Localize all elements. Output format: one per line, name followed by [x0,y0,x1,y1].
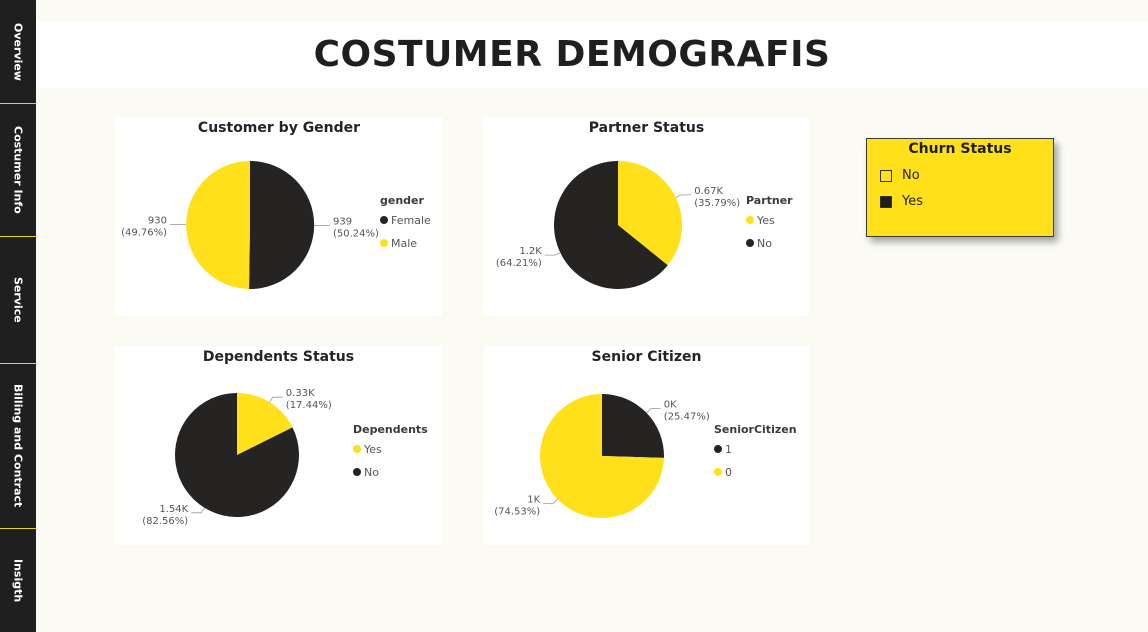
churn-status-slicer: Churn Status No Yes [866,138,1054,237]
leader-line [191,507,205,514]
legend-item-label[interactable]: No [364,466,379,479]
slicer-option-yes[interactable]: Yes [880,194,923,209]
data-label-value: 0.67K [694,186,723,197]
legend-marker-icon [746,216,754,224]
leader-line [675,194,692,198]
nav-billing-and-contract-label: Billing and Contract [11,384,25,508]
legend-item-label[interactable]: 1 [725,443,732,456]
nav-service[interactable]: Service [0,237,36,364]
nav-insigth[interactable]: Insigth [0,529,36,632]
legend-marker-icon [353,468,361,476]
data-label-percent: (25.47%) [664,412,710,423]
chart-title: Customer by Gender [197,120,361,136]
data-label-percent: (49.76%) [121,228,167,239]
legend-marker-icon [380,239,388,247]
nav-billing-and-contract[interactable]: Billing and Contract [0,364,36,529]
senior-citizen-chart-card[interactable]: Senior Citizen 0K (25.47%) 1K (74.53%) Senio… [484,346,809,545]
pie-slice-yes[interactable] [618,161,682,266]
nav-overview[interactable]: Overview [0,0,36,104]
data-label-value: 1.2K [519,246,542,257]
slicer-option-label: No [902,168,920,183]
legend-marker-icon [380,216,388,224]
legend-title: gender [380,194,425,207]
data-label-value: 1.54K [159,504,188,515]
data-label-percent: (64.21%) [496,258,542,269]
leader-line [269,396,283,403]
legend-marker-icon [746,239,754,247]
pie-slice-0[interactable] [539,394,664,518]
dependents-chart-card[interactable]: Dependents Status 0.33K (17.44%) 1.54K (82.… [115,346,442,545]
nav-costumer-info[interactable]: Costumer Info [0,104,36,237]
data-label-percent: (17.44%) [286,400,332,411]
slicer-option-no[interactable]: No [880,168,920,183]
data-label-value: 0.33K [286,388,315,399]
legend-item-label[interactable]: Female [391,214,431,227]
legend-marker-icon [714,468,722,476]
legend-item-label[interactable]: Yes [756,214,775,227]
legend-title: Partner [746,194,793,207]
pie-slice-yes[interactable] [237,393,293,455]
pie-slice-female[interactable] [249,160,315,289]
gender-chart-card[interactable]: Customer by Gender 939 (50.24%) 930 (49.76%… [116,117,442,316]
dependents-pie-chart: 0.33K(17.44%) 1.54K(82.56%) Dependents Yes N… [142,388,428,527]
legend-marker-icon [353,445,361,453]
nav-costumer-info-label: Costumer Info [11,126,25,214]
pie-slice-no[interactable] [175,393,300,517]
leader-line [646,408,661,414]
data-label-value: 0K [664,400,677,411]
legend-title: SeniorCitizen [714,423,797,436]
checkbox-checked-icon[interactable] [880,195,892,208]
chart-title: Partner Status [588,120,705,136]
gender-pie-chart: 939(50.24%) 930(49.76%) gender Female Male [121,160,431,289]
partner-chart-card[interactable]: Partner Status 0.67K (35.79%) 1.2K (64.21%)… [484,117,809,316]
data-label-value: 930 [148,216,167,227]
page-header: COSTUMER DEMOGRAFIS [36,22,1148,88]
leader-line [543,498,558,504]
nav-service-label: Service [11,277,25,323]
leader-line [544,252,561,256]
chart-title: Dependents Status [202,349,355,365]
data-label-percent: (50.24%) [333,229,379,240]
slicer-title: Churn Status [908,141,1012,157]
nav-insigth-label: Insigth [11,558,25,603]
pie-slice-no[interactable] [553,161,668,289]
partner-pie-chart: 0.67K(35.79%) 1.2K(64.21%) Partner Yes No [496,161,793,289]
pie-slice-male[interactable] [186,161,250,289]
legend-marker-icon [714,445,722,453]
legend-item-label[interactable]: No [757,237,772,250]
checkbox-unchecked-icon[interactable] [880,169,892,182]
legend-item-label[interactable]: 0 [725,466,732,479]
slicer-option-label: Yes [902,194,923,209]
sidebar-nav: Overview Costumer Info Service Billing a… [0,0,36,632]
legend-item-label[interactable]: Male [391,237,417,250]
data-label-percent: (35.79%) [694,198,740,209]
legend-item-label[interactable]: Yes [363,443,382,456]
senior-citizen-pie-chart: 0K(25.47%) 1K(74.53%) SeniorCitizen 1 0 [494,394,797,518]
data-label-value: 1K [527,494,540,505]
page-title: COSTUMER DEMOGRAFIS [313,34,831,75]
legend-title: Dependents [353,423,428,436]
data-label-percent: (82.56%) [142,516,188,527]
chart-title: Senior Citizen [591,349,702,365]
data-label-percent: (74.53%) [494,506,540,517]
data-label-value: 939 [333,217,352,228]
pie-slice-1[interactable] [602,394,664,458]
nav-overview-label: Overview [11,22,25,81]
